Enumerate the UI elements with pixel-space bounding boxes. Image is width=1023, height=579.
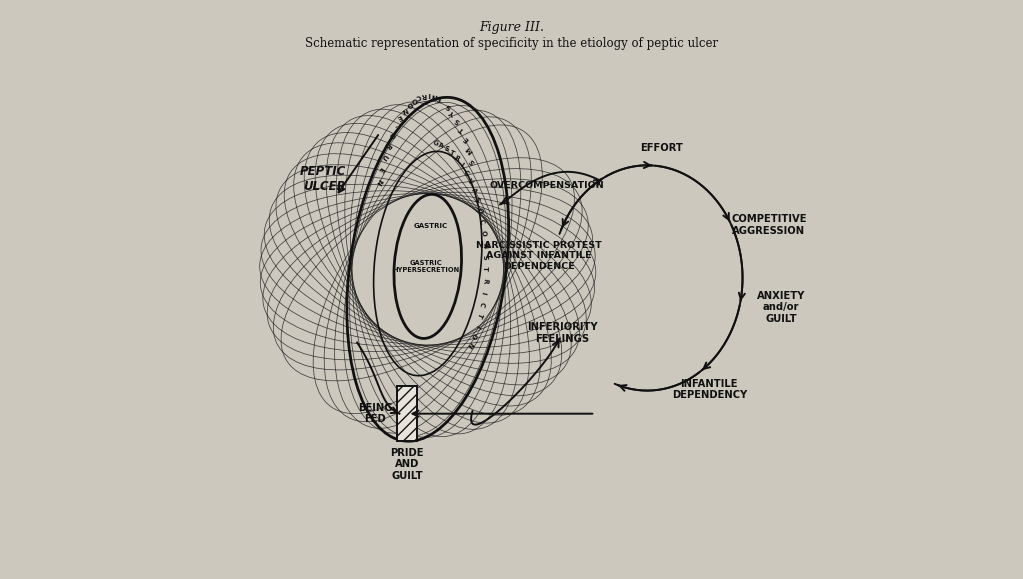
Text: T: T	[458, 125, 465, 133]
Text: S: S	[473, 197, 481, 204]
Text: A: A	[438, 142, 444, 149]
Text: OVERCOMPENSATION: OVERCOMPENSATION	[490, 181, 605, 190]
Text: O: O	[476, 207, 484, 215]
Text: C: C	[462, 169, 470, 177]
Text: R: R	[420, 91, 427, 98]
Text: I: I	[480, 291, 487, 295]
Text: E: E	[436, 94, 442, 101]
Text: T: T	[448, 149, 455, 157]
Text: COMPETITIVE
AGGRESSION: COMPETITIVE AGGRESSION	[731, 214, 807, 236]
Text: I: I	[428, 91, 430, 97]
Text: N: N	[466, 341, 475, 349]
Bar	[397, 386, 416, 441]
Text: INFANTILE
DEPENDENCY: INFANTILE DEPENDENCY	[672, 379, 747, 401]
Text: R: R	[481, 278, 488, 284]
Text: EFFORT: EFFORT	[639, 143, 682, 153]
Text: S: S	[482, 254, 488, 259]
Text: GASTRIC: GASTRIC	[413, 223, 448, 229]
Text: N: N	[431, 92, 437, 98]
Text: E: E	[462, 135, 470, 142]
Text: N: N	[374, 178, 383, 186]
Text: E: E	[377, 165, 385, 173]
Text: I: I	[459, 162, 464, 168]
Text: M: M	[465, 145, 474, 154]
Text: V: V	[466, 177, 474, 185]
Text: ANXIETY
and/or
GUILT: ANXIETY and/or GUILT	[757, 291, 805, 324]
Text: C: C	[415, 93, 421, 100]
Text: N: N	[481, 242, 488, 248]
Text: -: -	[393, 122, 398, 129]
Text: O: O	[387, 130, 396, 139]
Text: INFERIORITY
FEELINGS: INFERIORITY FEELINGS	[527, 322, 597, 343]
Text: T: T	[476, 312, 484, 318]
Text: E: E	[396, 113, 403, 120]
Text: C: C	[478, 301, 486, 307]
Text: Schematic representation of specificity in the etiology of peptic ulcer: Schematic representation of specificity …	[305, 36, 718, 50]
Text: PRIDE
AND
GUILT: PRIDE AND GUILT	[390, 448, 424, 481]
Text: PEPTIC
ULCER: PEPTIC ULCER	[300, 165, 346, 193]
Text: BEING
FED: BEING FED	[358, 402, 393, 424]
Text: GASTRIC
HYPERSECRETION: GASTRIC HYPERSECRETION	[393, 260, 459, 273]
Text: R: R	[384, 141, 392, 149]
Text: O: O	[410, 96, 417, 103]
Text: N: N	[400, 106, 408, 114]
Text: U: U	[380, 152, 388, 160]
Text: Y: Y	[450, 109, 457, 116]
Text: S: S	[443, 145, 450, 152]
Text: S: S	[454, 116, 461, 124]
Text: I: I	[474, 323, 480, 328]
Text: S: S	[469, 157, 477, 166]
Text: Figure III.: Figure III.	[479, 21, 544, 34]
Text: C: C	[478, 219, 485, 225]
Text: T: T	[482, 266, 488, 272]
Text: A: A	[470, 186, 478, 195]
Text: R: R	[453, 155, 460, 163]
Text: O: O	[480, 230, 487, 237]
Text: S: S	[445, 102, 452, 110]
Text: G: G	[433, 140, 439, 146]
Text: D: D	[405, 100, 412, 108]
Text: NARCISSISTIC PROTEST
AGAINST INFANTILE
DEPENDENCE: NARCISSISTIC PROTEST AGAINST INFANTILE D…	[477, 241, 603, 271]
Text: O: O	[470, 332, 478, 340]
